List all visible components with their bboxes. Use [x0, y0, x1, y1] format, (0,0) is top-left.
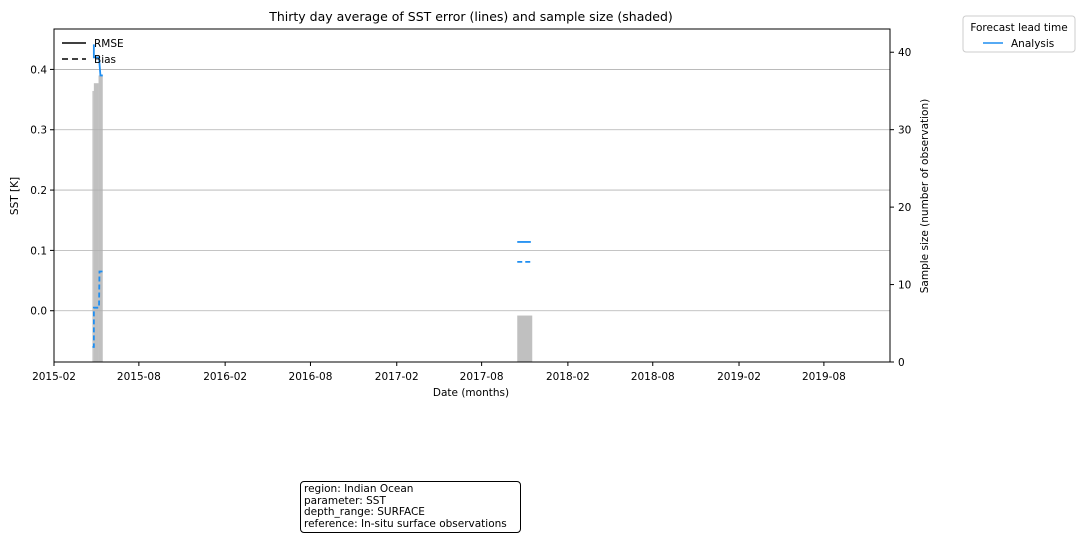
- y2-tick-label: 0: [898, 357, 905, 369]
- info-line-depth-range: depth_range: SURFACE: [304, 506, 425, 518]
- plot-frame: [53, 28, 891, 363]
- x-tick-label: 2018-02: [546, 371, 590, 383]
- y-tick-label: 0.3: [30, 125, 47, 137]
- sample-size-bar: [517, 315, 533, 362]
- y2-tick-label: 10: [898, 280, 911, 292]
- series-legend-title: Forecast lead time: [970, 22, 1067, 34]
- x-tick-label: 2016-02: [203, 371, 247, 383]
- y-tick-label: 0.4: [30, 64, 47, 76]
- x-tick-label: 2019-08: [802, 371, 846, 383]
- info-line-parameter: parameter: SST: [304, 494, 386, 507]
- x-tick-label: 2016-08: [289, 371, 333, 383]
- info-line-region: region: Indian Ocean: [304, 483, 414, 495]
- axes: 2015-02 2015-08 2016-02 2016-08 2017-02 2017-…: [30, 47, 911, 383]
- x-tick-label: 2017-08: [460, 371, 504, 383]
- style-legend: RMSE Bias: [62, 38, 124, 66]
- x-tick-label: 2015-02: [32, 371, 76, 383]
- legend-analysis-label: Analysis: [1011, 38, 1054, 50]
- legend-rmse-label: RMSE: [94, 38, 124, 50]
- y2-axis-label: Sample size (number of observation): [919, 99, 931, 293]
- y-axis-label: SST [K]: [9, 177, 21, 215]
- sample-size-bar: [93, 83, 99, 363]
- y-tick-label: 0.1: [30, 245, 47, 257]
- series-legend: Forecast lead time Analysis: [962, 15, 1076, 53]
- x-tick-label: 2017-02: [375, 371, 419, 383]
- chart-title: Thirty day average of SST error (lines) …: [268, 9, 673, 24]
- error-lines: [92, 44, 531, 348]
- rmse-line: [92, 44, 103, 77]
- x-tick-label: 2018-08: [631, 371, 675, 383]
- y2-tick-label: 20: [898, 202, 911, 214]
- sample-size-bars: [92, 75, 533, 363]
- y-tick-label: 0.0: [30, 306, 47, 318]
- gridlines: [54, 69, 890, 312]
- info-box: region: Indian Ocean parameter: SST dept…: [300, 481, 521, 533]
- x-tick-label: 2019-02: [717, 371, 761, 383]
- legend-bias-label: Bias: [94, 54, 116, 66]
- y2-tick-label: 30: [898, 125, 911, 137]
- bias-line: [92, 270, 103, 348]
- y-tick-label: 0.2: [30, 185, 47, 197]
- x-axis-label: Date (months): [433, 387, 509, 399]
- sample-size-bar: [98, 75, 103, 362]
- y2-tick-label: 40: [898, 47, 911, 59]
- info-line-reference: reference: In-situ surface observations: [304, 517, 507, 530]
- x-tick-label: 2015-08: [117, 371, 161, 383]
- sample-size-bar: [92, 90, 94, 362]
